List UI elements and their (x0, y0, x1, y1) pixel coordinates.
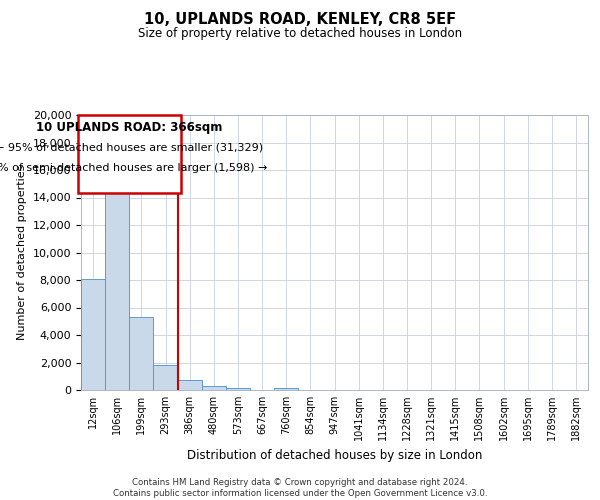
Bar (129, 317, 154, 390)
Text: ← 95% of detached houses are smaller (31,329): ← 95% of detached houses are smaller (31… (0, 142, 263, 152)
Y-axis label: Number of detached properties: Number of detached properties (17, 165, 27, 340)
Bar (226, 388, 250, 390)
X-axis label: Distribution of detached houses by size in London: Distribution of detached houses by size … (187, 448, 482, 462)
Text: 5% of semi-detached houses are larger (1,598) →: 5% of semi-detached houses are larger (1… (0, 163, 268, 173)
Text: Size of property relative to detached houses in London: Size of property relative to detached ho… (138, 28, 462, 40)
Bar (202, 386, 226, 390)
Text: 10, UPLANDS ROAD, KENLEY, CR8 5EF: 10, UPLANDS ROAD, KENLEY, CR8 5EF (144, 12, 456, 28)
Bar (274, 388, 298, 390)
Bar (178, 380, 202, 390)
Text: 10 UPLANDS ROAD: 366sqm: 10 UPLANDS ROAD: 366sqm (36, 121, 223, 134)
Text: Contains HM Land Registry data © Crown copyright and database right 2024.
Contai: Contains HM Land Registry data © Crown c… (113, 478, 487, 498)
Bar (154, 364, 178, 390)
Bar (105, 162, 129, 390)
Bar (81, 278, 105, 390)
